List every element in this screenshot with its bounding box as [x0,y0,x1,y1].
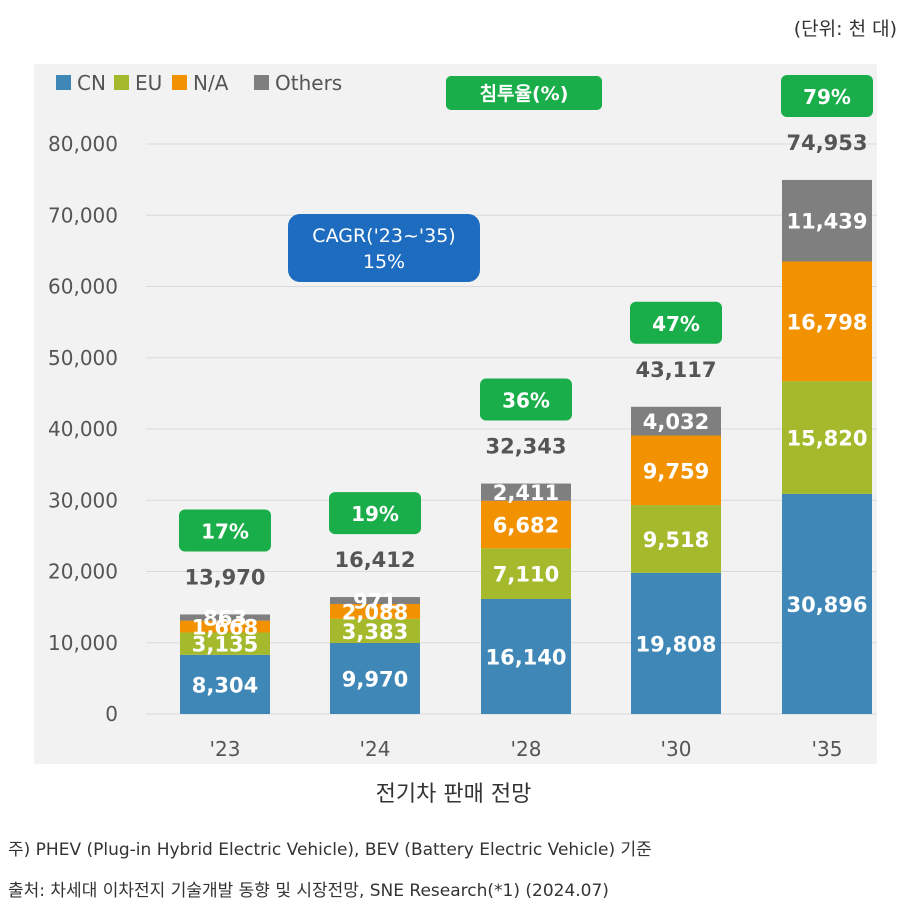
penetration-label: 36% [502,389,550,413]
x-tick-label: '30 [661,737,692,761]
data-label: 15,820 [786,427,867,451]
y-tick-label: 30,000 [48,488,118,512]
legend-label: CN [77,71,106,95]
footnote-basis: 주) PHEV (Plug-in Hybrid Electric Vehicle… [8,840,652,860]
unit-label: (단위: 천 대) [793,18,897,40]
bar-na-4 [782,261,872,382]
y-tick-label: 60,000 [48,275,118,299]
bar-others-3 [631,406,721,436]
bar-cn-4 [782,493,872,714]
data-label: 6,682 [493,514,559,538]
data-label: 4,032 [643,410,709,434]
legend-label: Others [275,71,342,95]
x-tick-label: '35 [812,737,843,761]
x-tick-label: '24 [360,737,391,761]
data-label: 8,304 [192,673,258,697]
x-tick-label: '23 [210,737,241,761]
bar-eu-2 [481,548,571,600]
legend-swatch [172,75,187,90]
penetration-badge [329,492,421,535]
y-tick-label: 0 [105,702,118,726]
penetration-badge [480,378,572,421]
data-label: 2,088 [342,600,408,624]
bar-others-0 [180,614,270,621]
penetration-header-badge [446,76,602,110]
total-label: 32,343 [485,435,566,459]
bar-eu-3 [631,505,721,573]
penetration-badge [630,301,722,344]
data-label: 16,798 [786,310,867,334]
data-label: 11,439 [786,210,867,234]
bar-cn-2 [481,599,571,714]
bar-eu-4 [782,381,872,494]
total-label: 43,117 [635,358,716,382]
penetration-header-label: 침투율(%) [480,83,569,105]
legend-swatch [114,75,129,90]
bar-na-3 [631,435,721,506]
footnote-source: 출처: 차세대 이차전지 기술개발 동향 및 시장전망, SNE Researc… [8,881,609,901]
total-label: 16,412 [334,548,415,572]
penetration-label: 19% [351,502,399,526]
penetration-badge [781,74,873,117]
data-label: 9,759 [643,459,709,483]
total-label: 13,970 [184,565,265,589]
bar-eu-1 [330,618,420,643]
data-label: 9,970 [342,667,408,691]
penetration-label: 17% [201,519,249,543]
data-label: 971 [353,590,397,614]
bar-na-0 [180,620,270,633]
bar-na-2 [481,500,571,549]
penetration-badge [179,509,271,552]
data-label: 1,668 [192,616,258,640]
chart-panel: 80,000 70,000 60,000 50,000 40,000 30,000 20,0… [34,64,877,764]
bar-cn-1 [330,642,420,714]
bar-cn-3 [631,572,721,714]
y-tick-label: 80,000 [48,132,118,156]
bar-cn-0 [180,654,270,714]
bar-others-1 [330,597,420,604]
data-label: 3,135 [192,633,258,657]
data-label: 2,411 [493,481,559,505]
data-label: 16,140 [485,646,566,670]
penetration-label: 47% [652,312,700,336]
data-label: 7,110 [493,563,559,587]
bar-eu-0 [180,632,270,655]
data-label: 19,808 [635,632,716,656]
cagr-label: CAGR('23~'35) [312,225,455,247]
x-tick-label: '28 [511,737,542,761]
y-tick-label: 10,000 [48,631,118,655]
data-label: 863 [203,607,247,631]
total-label: 74,953 [786,131,867,155]
data-label: 30,896 [786,593,867,617]
y-tick-label: 40,000 [48,417,118,441]
legend-swatch [254,75,269,90]
legend-label: N/A [193,71,229,95]
data-label: 9,518 [643,528,709,552]
data-label: 3,383 [342,620,408,644]
cagr-box [288,214,480,282]
stacked-bar-chart: 80,000 70,000 60,000 50,000 40,000 30,000 20,0… [48,71,877,761]
legend-label: EU [135,71,162,95]
y-tick-label: 70,000 [48,203,118,227]
y-tick-label: 50,000 [48,346,118,370]
penetration-label: 79% [803,85,851,109]
legend-swatch [56,75,71,90]
cagr-value: 15% [363,251,405,273]
bar-others-2 [481,483,571,501]
bar-others-4 [782,179,872,262]
bar-na-1 [330,603,420,619]
y-tick-label: 20,000 [48,560,118,584]
chart-caption: 전기차 판매 전망 [375,782,532,807]
